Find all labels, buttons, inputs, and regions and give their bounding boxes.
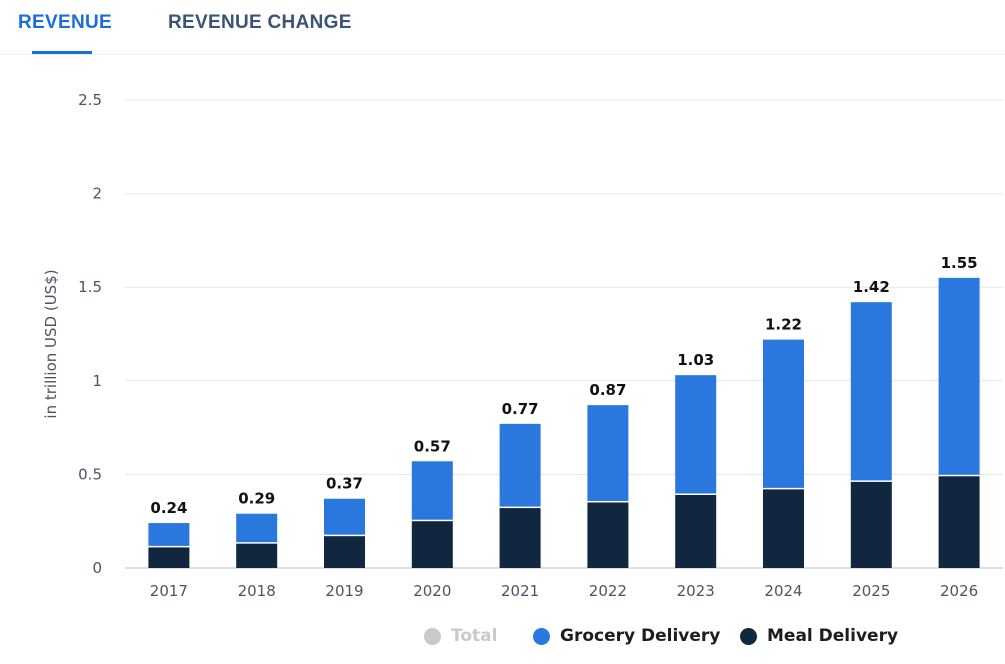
bar-grocery-delivery: [499, 423, 541, 507]
chart-legend: Total Grocery Delivery Meal Delivery: [0, 626, 1005, 656]
active-tab-indicator: [32, 51, 92, 54]
legend-label-grocery-delivery: Grocery Delivery: [560, 626, 721, 646]
bar-meal-delivery: [411, 521, 453, 568]
x-tick-label: 2023: [677, 582, 715, 600]
bar-grocery-delivery: [850, 302, 892, 481]
y-tick-label: 0.5: [78, 465, 102, 483]
bar-meal-delivery: [148, 547, 190, 568]
bar-grocery-delivery: [324, 498, 365, 535]
y-tick-label: 1: [92, 372, 102, 390]
tab-revenue-change[interactable]: REVENUE CHANGE: [168, 12, 352, 33]
bar-meal-delivery: [938, 476, 980, 568]
legend-dot-meal-delivery: [740, 627, 757, 645]
legend-item-grocery-delivery[interactable]: Grocery Delivery: [533, 626, 720, 646]
legend-dot-total: [424, 627, 441, 645]
legend-item-meal-delivery[interactable]: Meal Delivery: [740, 626, 898, 646]
bar-meal-delivery: [850, 481, 892, 568]
legend-label-meal-delivery: Meal Delivery: [767, 626, 899, 646]
bar-total-label: 1.03: [677, 351, 714, 369]
bar-grocery-delivery: [236, 513, 278, 543]
legend-label-total: Total: [451, 626, 498, 646]
x-tick-label: 2024: [764, 582, 802, 600]
bar-total-label: 0.77: [502, 400, 539, 418]
legend-item-total[interactable]: Total: [424, 626, 497, 646]
bar-total-label: 0.87: [589, 381, 626, 399]
x-tick-label: 2025: [852, 582, 890, 600]
y-tick-label: 1.5: [78, 278, 102, 296]
bar-meal-delivery: [587, 502, 629, 568]
bar-meal-delivery: [499, 508, 541, 568]
revenue-chart: 0 0.5 1 1.5 2 2.5 in trillion USD (US$) 0.24 201…: [42, 91, 1003, 600]
x-tick-label: 2022: [589, 582, 627, 600]
tab-revenue[interactable]: REVENUE: [18, 12, 112, 33]
y-tick-label: 2: [92, 185, 102, 203]
x-tick-label: 2020: [413, 582, 451, 600]
bar-total-label: 0.24: [150, 499, 187, 517]
y-tick-label: 2.5: [78, 91, 102, 109]
bar-grocery-delivery: [938, 277, 980, 475]
bar-meal-delivery: [324, 536, 365, 568]
tab-bar: REVENUE REVENUE CHANGE: [0, 0, 1005, 55]
y-axis-label: in trillion USD (US$): [42, 269, 60, 418]
bar-total-label: 1.55: [941, 254, 978, 272]
x-tick-label: 2019: [325, 582, 363, 600]
bar-meal-delivery: [236, 543, 278, 568]
bar-grocery-delivery: [411, 461, 453, 520]
x-tick-label: 2017: [150, 582, 188, 600]
x-tick-label: 2026: [940, 582, 978, 600]
bar-grocery-delivery: [675, 375, 717, 494]
bar-total-label: 0.57: [414, 437, 451, 455]
bar-total-label: 0.29: [238, 490, 275, 508]
bar-meal-delivery: [763, 489, 804, 568]
bar-total-label: 1.42: [853, 278, 890, 296]
bar-grocery-delivery: [587, 405, 629, 501]
legend-dot-grocery-delivery: [533, 627, 550, 645]
bar-total-label: 1.22: [765, 316, 802, 334]
x-tick-label: 2021: [501, 582, 539, 600]
bar-grocery-delivery: [763, 339, 804, 488]
bar-grocery-delivery: [148, 523, 190, 546]
y-tick-label: 0: [92, 559, 102, 577]
bar-meal-delivery: [675, 494, 717, 568]
bar-total-label: 0.37: [326, 475, 363, 493]
x-tick-label: 2018: [238, 582, 276, 600]
